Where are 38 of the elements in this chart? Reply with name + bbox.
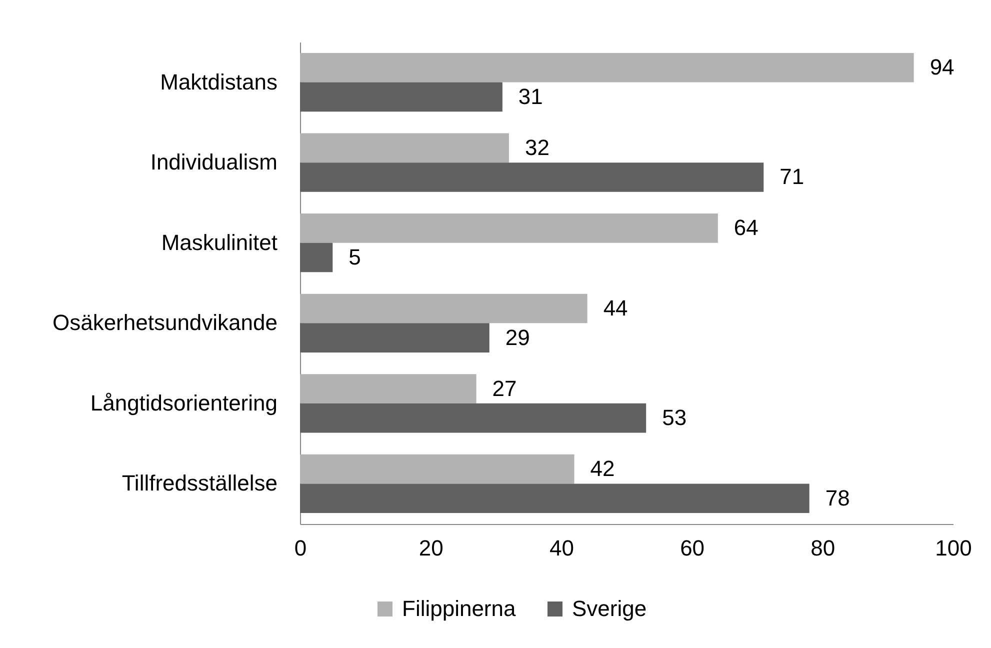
data-label: 27 bbox=[492, 376, 517, 401]
data-label: 32 bbox=[524, 134, 550, 160]
x-tick-label: 0 bbox=[294, 536, 307, 560]
y-tick-label: Maskulinitet bbox=[161, 230, 278, 255]
data-label: 42 bbox=[590, 456, 615, 482]
y-tick-label: Maktdistans bbox=[160, 69, 278, 94]
bar bbox=[300, 133, 509, 163]
data-label: 94 bbox=[930, 54, 954, 80]
data-label: 44 bbox=[603, 295, 628, 320]
bar bbox=[300, 403, 646, 433]
data-label: 5 bbox=[348, 244, 361, 270]
x-tick-label: 40 bbox=[549, 536, 574, 560]
bar bbox=[300, 82, 502, 112]
y-tick-label: Individualism bbox=[150, 150, 278, 175]
bar bbox=[300, 323, 490, 352]
legend-label: Filippinerna bbox=[402, 596, 516, 621]
legend-label: Sverige bbox=[572, 596, 647, 621]
bar bbox=[300, 454, 574, 484]
bar bbox=[300, 294, 588, 324]
data-label: 78 bbox=[825, 485, 850, 510]
bar bbox=[300, 214, 718, 243]
x-tick-label: 80 bbox=[810, 536, 836, 560]
y-tick-label: Tillfredsställelse bbox=[122, 470, 278, 496]
data-label: 64 bbox=[734, 215, 758, 240]
data-label: 71 bbox=[780, 164, 804, 190]
bar bbox=[300, 374, 476, 404]
bar bbox=[300, 53, 914, 82]
bar bbox=[300, 242, 333, 272]
x-tick-label: 100 bbox=[935, 536, 972, 560]
y-tick-label: Osäkerhetsundvikande bbox=[52, 310, 278, 336]
bar bbox=[300, 162, 764, 192]
bar bbox=[300, 484, 810, 513]
data-label: 53 bbox=[662, 405, 687, 430]
x-tick-label: 60 bbox=[680, 536, 705, 560]
data-label: 29 bbox=[505, 324, 530, 350]
data-label: 31 bbox=[518, 84, 543, 109]
y-tick-label: Långtidsorientering bbox=[90, 390, 278, 416]
x-tick-label: 20 bbox=[418, 536, 444, 560]
